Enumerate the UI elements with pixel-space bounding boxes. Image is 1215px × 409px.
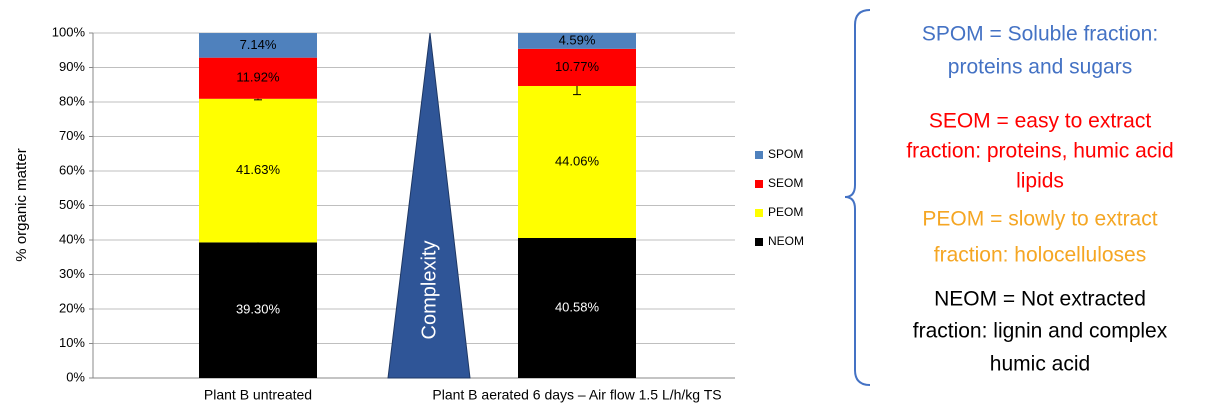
- data-label: 7.14%: [240, 37, 277, 52]
- y-axis-title: % organic matter: [13, 148, 30, 261]
- y-tick-label: 10%: [59, 335, 85, 350]
- x-tick-label: Plant B aerated 6 days – Air flow 1.5 L/…: [432, 387, 721, 403]
- data-label: 44.06%: [555, 153, 600, 168]
- complexity-arrow: [387, 32, 471, 379]
- data-label: 40.58%: [555, 299, 600, 314]
- y-tick-label: 70%: [59, 128, 85, 143]
- bar-segment: [518, 33, 636, 49]
- bar-segment: [199, 33, 317, 58]
- bar-segment: [199, 98, 317, 243]
- y-tick-label: 100%: [52, 24, 86, 39]
- annotation: lipids: [1016, 170, 1064, 193]
- brace: [844, 9, 871, 386]
- legend-swatch: [755, 180, 763, 188]
- y-tick-label: 60%: [59, 162, 85, 177]
- data-label: 10.77%: [555, 59, 600, 74]
- bar-segment: [199, 57, 317, 99]
- y-tick-label: 20%: [59, 300, 85, 315]
- data-label: 41.63%: [236, 162, 281, 177]
- legend-swatch: [755, 151, 763, 159]
- y-tick-label: 40%: [59, 231, 85, 246]
- y-tick-label: 80%: [59, 93, 85, 108]
- annotation: proteins and sugars: [948, 56, 1132, 79]
- annotation: SPOM = Soluble fraction:: [922, 23, 1158, 46]
- annotation: fraction: lignin and complex: [913, 320, 1168, 343]
- annotation: PEOM = slowly to extract: [922, 208, 1157, 231]
- legend-label: NEOM: [768, 234, 804, 248]
- annotation: fraction: holocelluloses: [934, 244, 1146, 267]
- annotation: SEOM = easy to extract: [929, 110, 1152, 133]
- bar-segment: [518, 85, 636, 238]
- data-label: 11.92%: [236, 70, 280, 85]
- y-tick-label: 90%: [59, 59, 85, 74]
- bar-segment: [518, 48, 636, 86]
- annotation: fraction: proteins, humic acid: [906, 140, 1173, 163]
- y-tick-label: 30%: [59, 266, 85, 281]
- data-label: 4.59%: [559, 32, 596, 47]
- legend-label: SEOM: [768, 176, 803, 190]
- bar-segment: [199, 242, 317, 378]
- y-tick-label: 50%: [59, 197, 85, 212]
- bar-segment: [518, 237, 636, 378]
- x-tick-label: Plant B untreated: [204, 387, 312, 403]
- legend-label: PEOM: [768, 205, 803, 219]
- data-label: 39.30%: [236, 302, 281, 317]
- y-tick-label: 0%: [66, 369, 85, 384]
- legend-label: SPOM: [768, 147, 803, 161]
- annotation: humic acid: [990, 353, 1090, 376]
- legend-swatch: [755, 238, 763, 246]
- legend-swatch: [755, 209, 763, 217]
- annotation: NEOM = Not extracted: [934, 288, 1146, 311]
- arrow-label: Complexity: [418, 241, 440, 340]
